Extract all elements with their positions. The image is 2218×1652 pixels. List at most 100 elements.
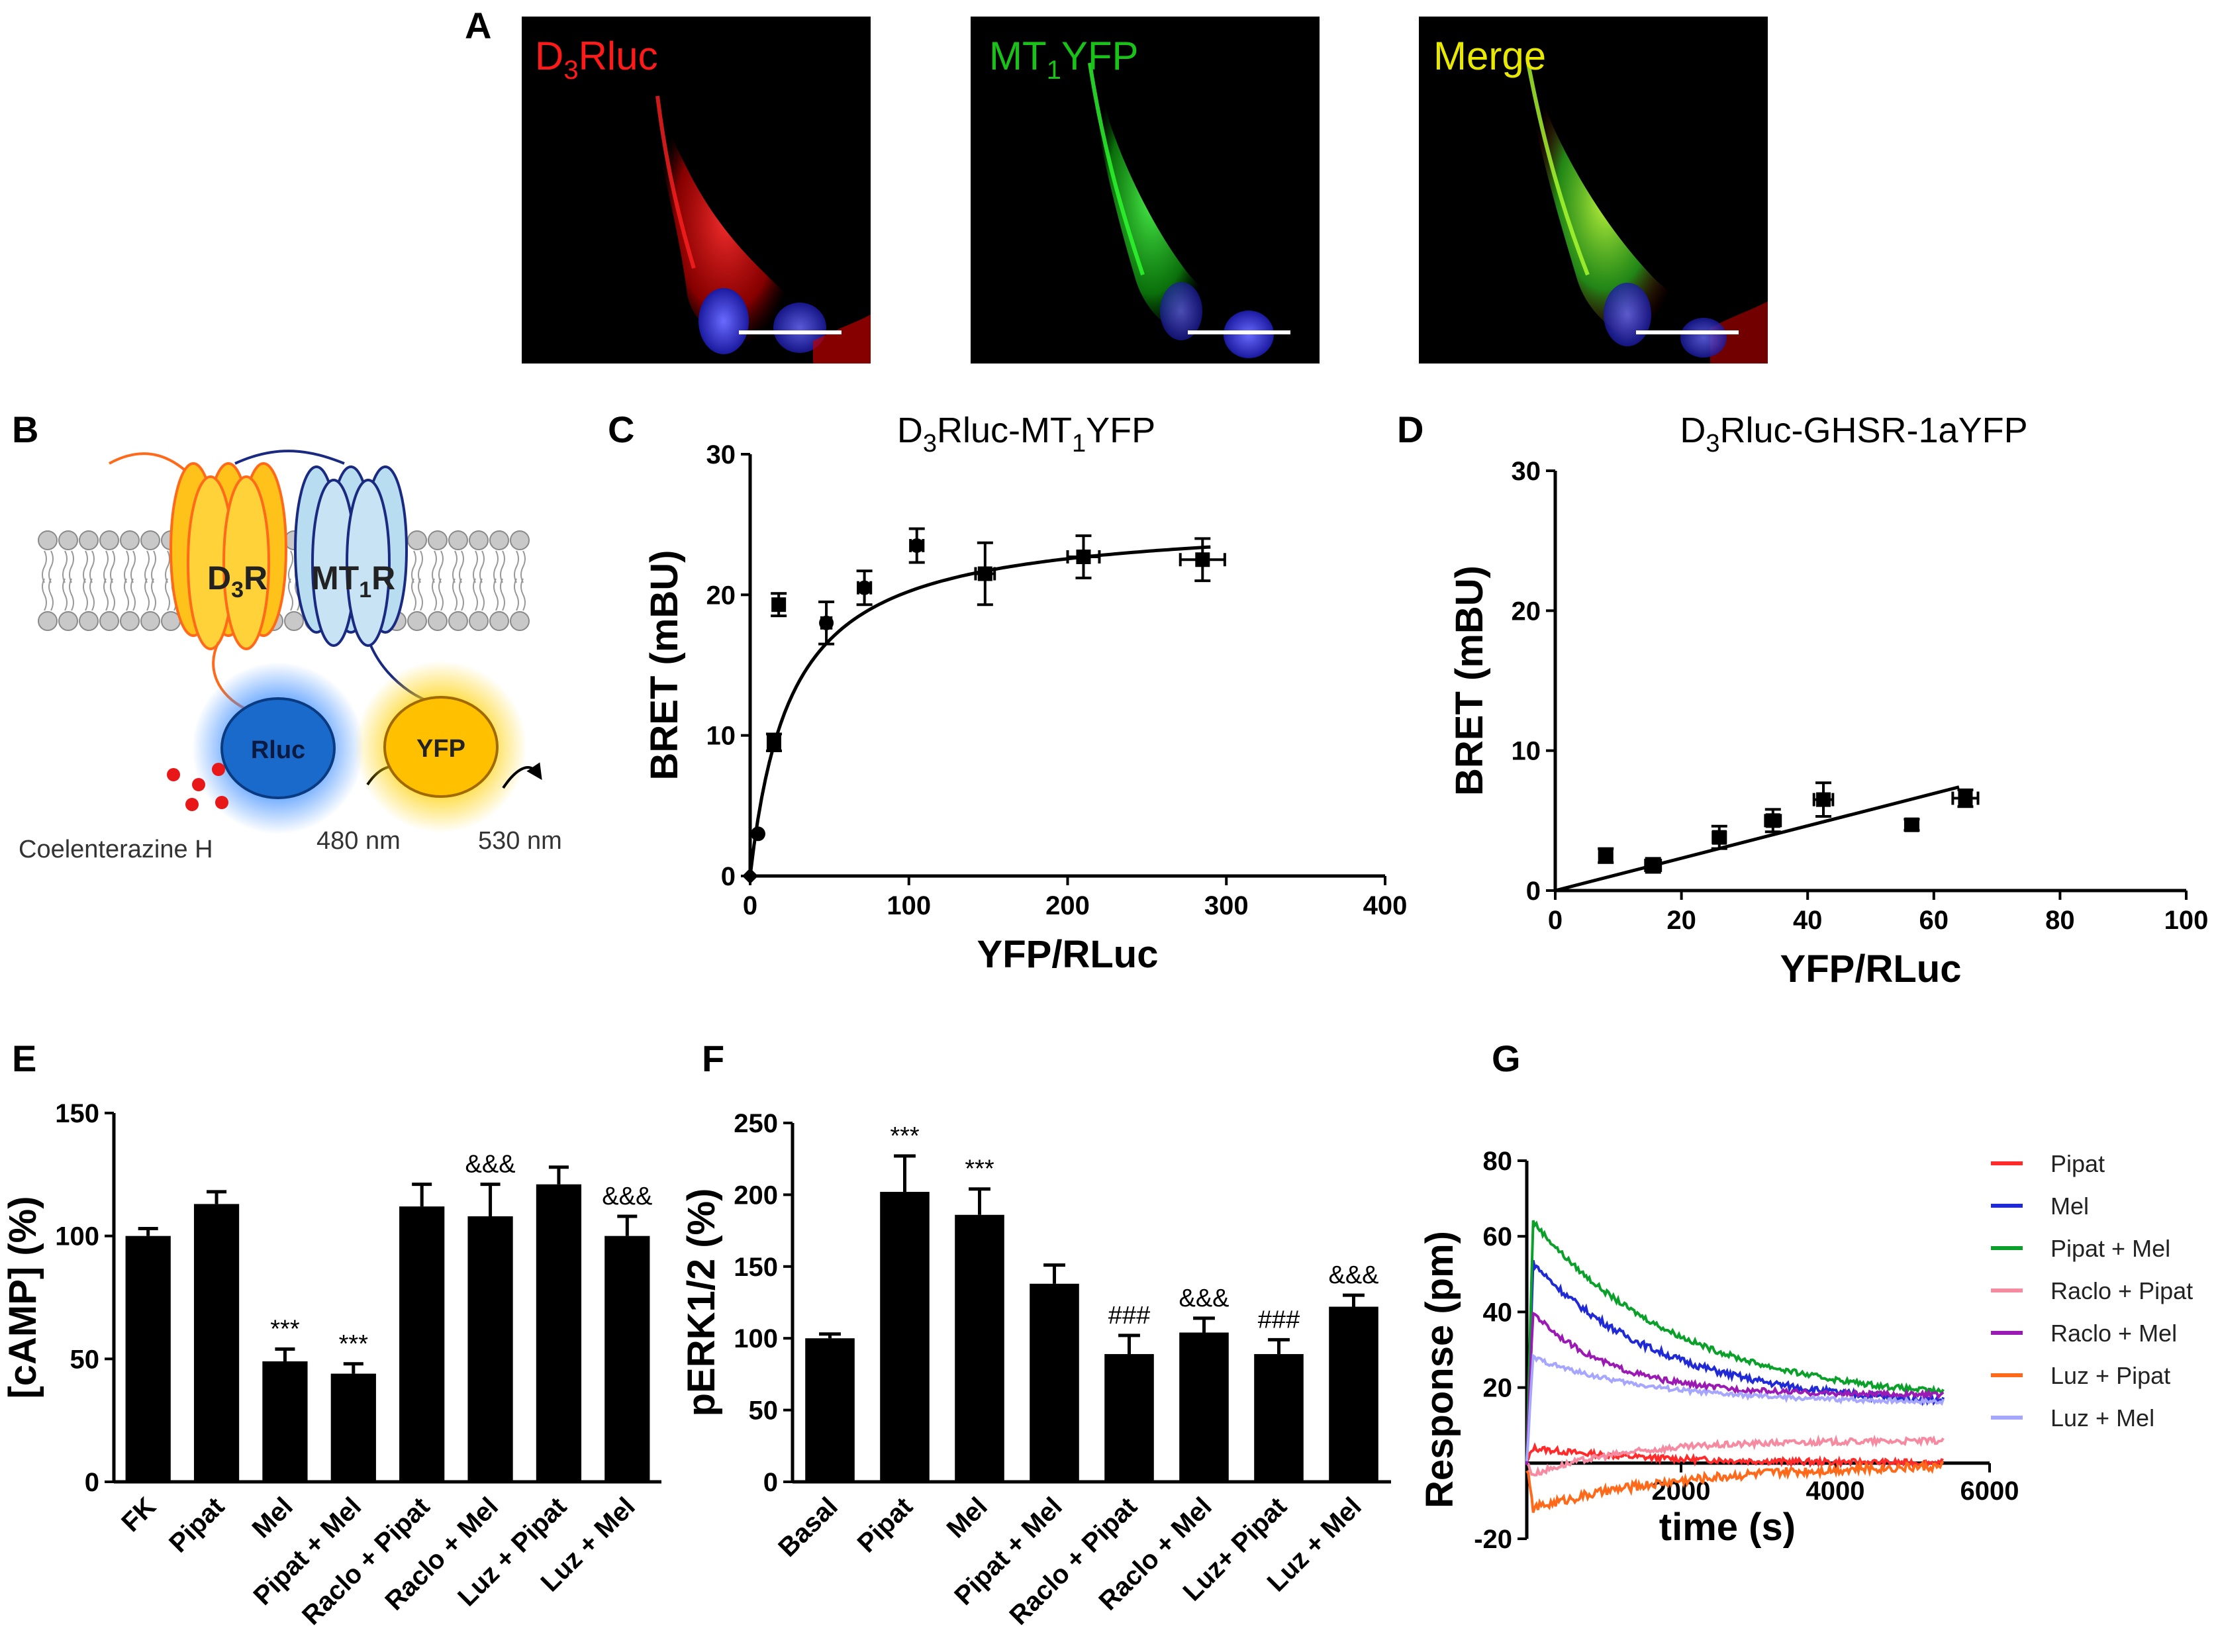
substrate-dot [215, 796, 228, 809]
mt1r-receptor: MT1R [234, 450, 431, 703]
y-tick-label: 60 [1483, 1222, 1513, 1251]
substrate-dot [167, 768, 180, 781]
fit-curve [1555, 785, 1960, 893]
lipid-head [407, 611, 427, 631]
x-tick-label: Basal [773, 1492, 844, 1563]
lipid-tail [165, 578, 170, 611]
bar [536, 1184, 582, 1482]
x-tick-label: 4000 [1806, 1477, 1865, 1506]
significance-mark: *** [270, 1315, 300, 1343]
legend-label: Raclo + Pipat [2050, 1277, 2193, 1304]
data-point [1195, 552, 1210, 567]
lipid-head [120, 611, 140, 631]
significance-mark: *** [965, 1155, 994, 1183]
x-tick-label: 20 [1666, 906, 1696, 935]
lipid-tail [493, 578, 499, 611]
bar [1104, 1354, 1154, 1482]
x-tick-label: 400 [1363, 891, 1408, 920]
rluc-label: Rluc [251, 736, 305, 764]
y-axis-title: pERK1/2 (%) [680, 1189, 723, 1417]
legend-label: Pipat [2050, 1150, 2105, 1177]
lipid-tail [473, 550, 478, 583]
lipid-head [428, 530, 448, 550]
y-axis-title: Response (pm) [1418, 1231, 1461, 1508]
lipid-tail [493, 550, 499, 583]
micrograph-label: MT1YFP [989, 34, 1139, 85]
wavelength-530: 530 nm [478, 827, 562, 855]
lipid-head [469, 611, 489, 631]
lipid-tail [500, 550, 505, 583]
legend-label: Luz + Pipat [2050, 1362, 2170, 1389]
lipid-head [428, 611, 448, 631]
lipid-tail [459, 578, 464, 611]
bar [330, 1373, 376, 1482]
significance-mark: &&& [602, 1183, 652, 1210]
panel-letter-f: F [702, 1038, 724, 1079]
series-line [1525, 1220, 1945, 1464]
lipid-tail [165, 550, 170, 583]
lipid-tail [83, 550, 88, 583]
y-tick-label: 30 [706, 440, 736, 469]
panel-letter-b: B [12, 409, 38, 450]
y-tick-label: 80 [1483, 1147, 1513, 1176]
y-tick-label: 20 [1483, 1374, 1513, 1403]
lipid-head [79, 611, 99, 631]
lipid-tail [288, 578, 293, 611]
d3r-label: D3R [207, 559, 267, 603]
bar [125, 1236, 171, 1482]
lipid-head [120, 530, 140, 550]
y-tick-label: 0 [763, 1468, 778, 1497]
significance-mark: *** [890, 1122, 920, 1150]
y-tick-label: 0 [1526, 877, 1541, 906]
series-line [1527, 1434, 1945, 1477]
lipid-tail [438, 550, 444, 583]
bar [955, 1214, 1004, 1482]
significance-mark: *** [339, 1330, 369, 1358]
lipid-tail [89, 578, 95, 611]
y-tick-label: 150 [55, 1099, 99, 1128]
series-line [1525, 1353, 1945, 1461]
x-tick-label: 60 [1919, 906, 1949, 935]
x-tick-label: Pipat [852, 1492, 918, 1558]
y-axis-title: [cAMP] (%) [1, 1196, 44, 1398]
lipid-head [407, 530, 427, 550]
chart-d: 0 10 20 30 0 20 40 60 80 100 YFP/RLuc BRET (mBU) [1448, 457, 2208, 991]
y-tick-label: 40 [1483, 1298, 1513, 1327]
lipid-head [448, 530, 468, 550]
data-point [819, 615, 834, 630]
significance-mark: &&& [1328, 1261, 1378, 1289]
data-point [1712, 830, 1727, 845]
lipid-tail [48, 550, 54, 583]
lipid-tail [418, 550, 423, 583]
substrate-dot [192, 778, 205, 791]
lipid-head [469, 530, 489, 550]
data-point [909, 538, 924, 554]
lipid-tail [514, 550, 519, 583]
x-tick-label: 80 [2045, 906, 2075, 935]
bar [193, 1204, 240, 1482]
data-point [750, 826, 765, 842]
lipid-tail [479, 550, 485, 583]
lipid-tail [479, 578, 485, 611]
x-tick-label: 40 [1793, 906, 1823, 935]
x-axis-title: YFP/RLuc [1780, 947, 1962, 991]
substrate-dot [185, 798, 199, 811]
x-tick-label: FK [116, 1492, 162, 1537]
y-tick-label: 30 [1512, 457, 1541, 486]
y-tick-label: 250 [734, 1109, 778, 1138]
data-point [1598, 848, 1614, 863]
y-tick-label: 100 [55, 1222, 99, 1251]
bar [399, 1206, 445, 1482]
lipid-head [448, 611, 468, 631]
lipid-tail [151, 578, 156, 611]
lipid-tail [62, 550, 68, 583]
data-point [1765, 813, 1780, 828]
lipid-tail [473, 578, 478, 611]
lipid-tail [62, 578, 68, 611]
bar [880, 1192, 930, 1482]
lipid-head [510, 530, 530, 550]
x-tick-label: Pipat [164, 1492, 230, 1558]
chart-f: 0 50 100 150 200 250 pERK1/2 (%) Basal *** Pipat *… [680, 1109, 1391, 1631]
